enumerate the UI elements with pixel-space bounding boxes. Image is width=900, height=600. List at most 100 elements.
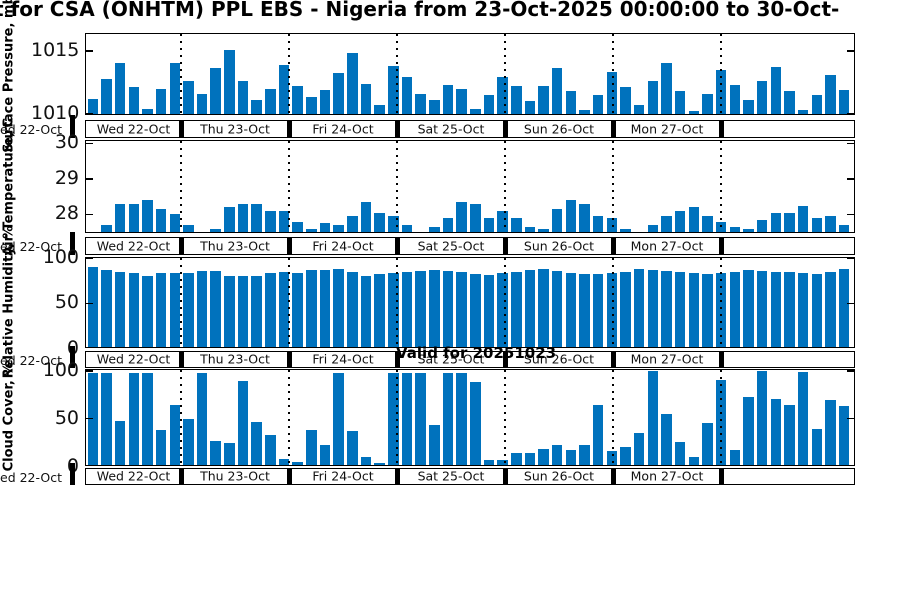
bar <box>155 430 167 465</box>
day-tick <box>394 351 400 367</box>
clipped-day-label: ed 22-Oct <box>0 352 62 368</box>
bar <box>196 93 208 114</box>
bar <box>538 228 549 232</box>
bar <box>647 270 659 347</box>
day-label: Sun 26-Oct <box>523 121 595 137</box>
bar <box>770 67 782 114</box>
bar <box>183 81 194 114</box>
bar <box>278 458 290 465</box>
bar <box>183 225 194 232</box>
bar <box>155 209 167 232</box>
y-tick-mark <box>86 142 93 145</box>
day-divider-line <box>504 34 506 114</box>
day-tick <box>394 238 400 254</box>
bar <box>579 109 590 114</box>
bar <box>251 275 262 347</box>
bar <box>333 225 344 232</box>
bar <box>702 216 713 232</box>
bar <box>606 451 618 465</box>
bar <box>142 108 153 114</box>
day-tick <box>286 121 292 137</box>
bar <box>442 84 454 114</box>
bar <box>429 99 440 114</box>
day-label: Fri 24-Oct <box>312 351 374 367</box>
bar <box>292 86 303 114</box>
bar <box>565 272 577 347</box>
bar <box>128 203 140 232</box>
bar <box>265 88 276 114</box>
bar <box>360 275 372 347</box>
y-tick-mark <box>86 50 93 52</box>
bar <box>551 444 563 465</box>
bar <box>592 216 604 232</box>
bar <box>729 226 741 232</box>
day-label: Fri 24-Oct <box>312 121 374 137</box>
bar <box>497 459 508 465</box>
y-tick-mark <box>847 50 854 52</box>
bar <box>770 271 782 347</box>
day-divider-line <box>288 34 290 114</box>
bar <box>592 94 604 114</box>
bar <box>661 413 672 465</box>
bar <box>688 456 700 465</box>
y-tick-mark <box>86 302 93 305</box>
bar <box>551 271 563 347</box>
bar <box>470 203 481 232</box>
bar <box>155 272 167 347</box>
bar <box>579 445 590 465</box>
bar <box>429 425 440 465</box>
bar <box>647 81 659 114</box>
bar <box>265 434 276 465</box>
bar <box>483 459 495 465</box>
bar <box>415 271 426 347</box>
bar <box>756 219 768 232</box>
bar <box>825 216 836 232</box>
day-label: Sat 25-Oct <box>417 351 485 367</box>
day-tick <box>502 468 508 484</box>
y-tick-mark <box>86 178 93 180</box>
bar <box>456 88 467 114</box>
bar <box>415 232 426 233</box>
day-label: Sun 26-Oct <box>523 468 595 484</box>
bar <box>633 433 645 465</box>
y-tick-label: 30 <box>54 131 79 154</box>
bar <box>565 450 577 465</box>
bar <box>674 441 686 465</box>
day-label: Thu 23-Oct <box>200 351 270 367</box>
bar <box>169 63 180 114</box>
bar <box>702 422 713 465</box>
day-tick <box>610 238 616 254</box>
day-tick <box>718 238 724 254</box>
bar <box>101 78 112 114</box>
day-tick <box>502 351 508 367</box>
bar <box>306 270 317 347</box>
y-tick-label: 50 <box>54 291 79 314</box>
bar <box>155 88 167 114</box>
day-divider-line <box>720 141 722 232</box>
chart-title: t for CSA (ONHTM) PPL EBS - Nigeria from… <box>0 0 840 21</box>
bar <box>429 270 440 347</box>
day-label: Fri 24-Oct <box>312 238 374 254</box>
bar <box>743 270 754 347</box>
day-label: Mon 27-Oct <box>630 121 704 137</box>
bar <box>210 228 221 232</box>
bar <box>770 398 782 465</box>
bar <box>456 271 467 347</box>
bar <box>374 273 385 347</box>
plot-area-1 <box>85 140 855 233</box>
day-divider-line <box>180 370 182 465</box>
clipped-day-label: ed 22-Oct <box>0 122 62 137</box>
bar <box>470 108 481 114</box>
day-divider-line <box>720 34 722 114</box>
bar <box>333 73 344 114</box>
day-tick <box>718 351 724 367</box>
bar <box>797 272 809 347</box>
day-tick <box>718 121 724 137</box>
bar <box>101 372 112 465</box>
bar <box>565 91 577 114</box>
day-tick-axis-start <box>69 462 75 485</box>
bar <box>388 372 399 465</box>
y-tick-mark <box>86 418 93 420</box>
bar <box>319 270 331 347</box>
day-label: Thu 23-Oct <box>200 238 270 254</box>
